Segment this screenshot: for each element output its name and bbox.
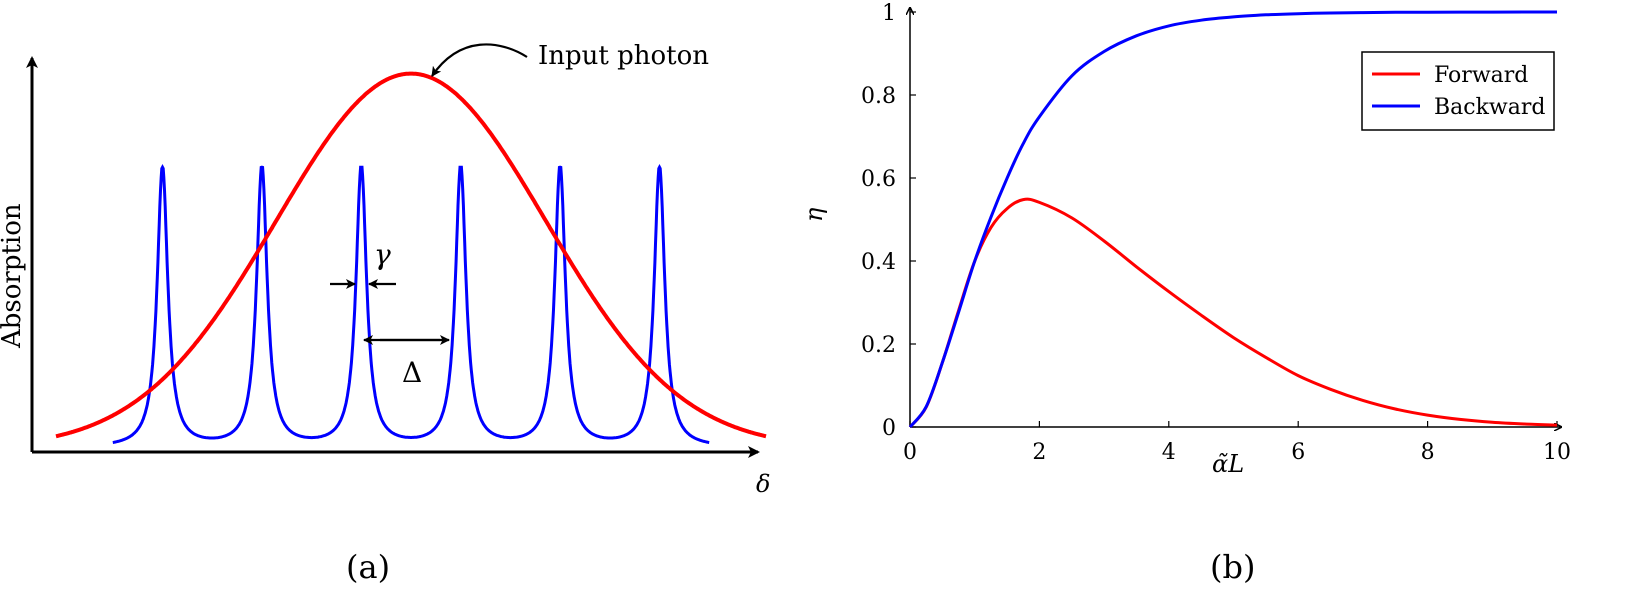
panel-b-ylabel: η [800,207,828,222]
photon-pointer-arrow [431,43,528,77]
y-tick-label: 0.6 [861,167,896,192]
panel-b: 0 2 4 6 8 10 0 0.2 0.4 0.6 0.8 1 Forward Backward η… [800,0,1652,587]
x-tick-label: 6 [1291,440,1305,465]
y-tick-label: 0.8 [861,84,896,109]
y-tick-label: 1 [882,1,896,26]
y-tick-label: 0 [882,416,896,441]
panel-b-series [908,10,1558,429]
annotation-gamma: γ [374,238,391,271]
panel-a-curves [55,71,767,444]
panel-b-plot: 0 2 4 6 8 10 0 0.2 0.4 0.6 0.8 1 Forward Backward η… [800,1,1571,586]
x-tick-label: 8 [1421,440,1435,465]
legend: Forward Backward [1361,51,1555,131]
panel-b-ticks: 0 2 4 6 8 10 0 0.2 0.4 0.6 0.8 1 [861,1,1571,465]
panel-a-plot: Input photon γ Δ δ Absorption (a) [0,41,770,586]
series-line-backward [908,10,1557,428]
panel-b-caption: (b) [1210,548,1255,586]
panel-a: Input photon γ Δ δ Absorption (a) [0,0,800,587]
annotation-photon: Input photon [538,41,709,71]
x-tick-label: 0 [903,440,917,465]
x-tick-label: 10 [1543,440,1571,465]
x-tick-label: 2 [1032,440,1046,465]
legend-label-backward: Backward [1434,95,1545,120]
y-tick-label: 0.4 [861,250,896,275]
panel-b-xlabel: α̃L [1212,450,1244,478]
input-photon-line [55,71,767,439]
panel-a-caption: (a) [346,548,390,586]
x-tick-label: 4 [1162,440,1176,465]
annotation-delta: Δ [402,356,422,389]
absorption-comb-line [112,164,710,444]
panel-a-ylabel: Absorption [0,203,27,349]
panel-b-axes [910,8,1561,427]
legend-label-forward: Forward [1434,63,1528,88]
y-tick-label: 0.2 [861,333,896,358]
series-line-forward [908,197,1558,429]
panel-a-xlabel: δ [756,470,770,498]
legend-box [1361,51,1555,131]
